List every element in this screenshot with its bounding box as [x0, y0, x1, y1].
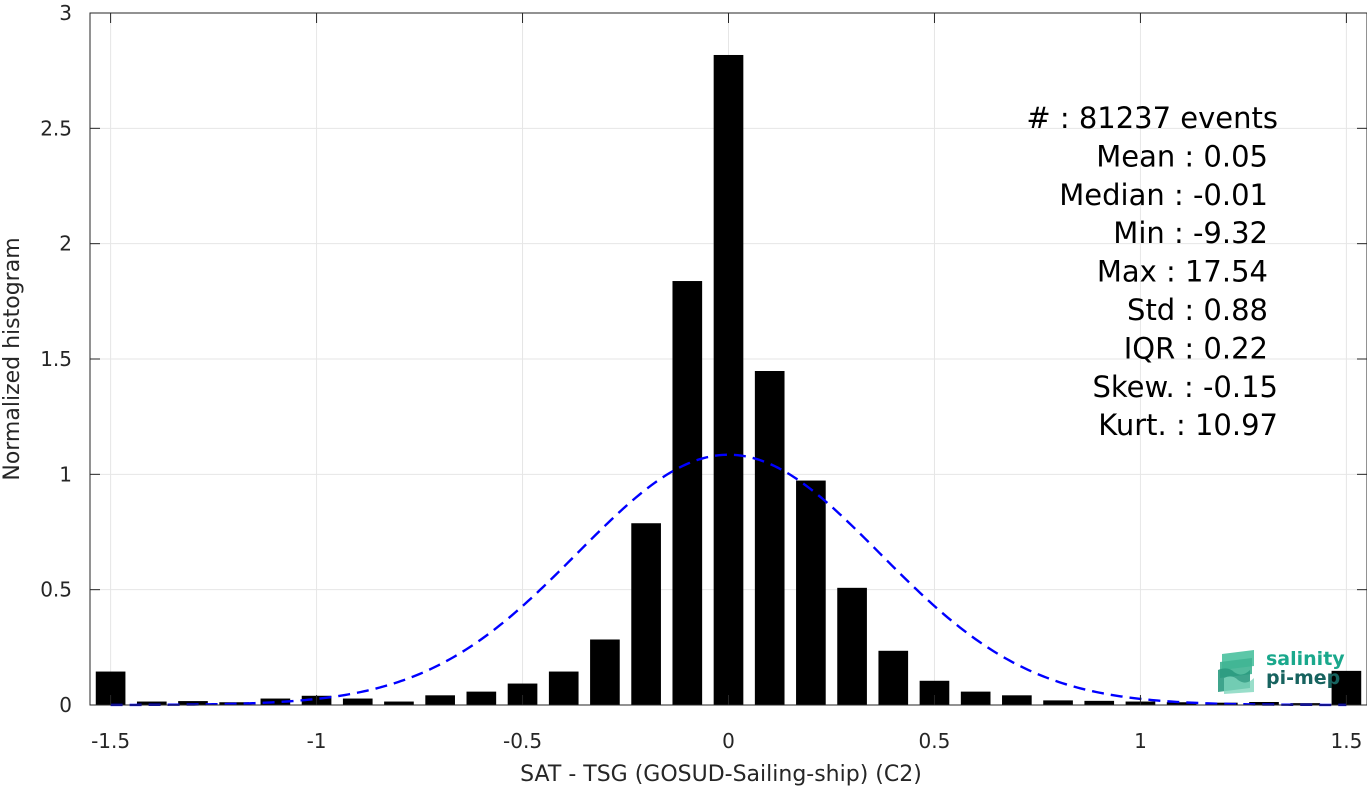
- y-tick-label: 0.5: [40, 578, 72, 602]
- x-tick-label: -0.5: [503, 729, 542, 753]
- histogram-bar: [507, 683, 538, 705]
- stat-line: Skew. : -0.15: [1092, 370, 1278, 404]
- histogram-bar: [796, 480, 826, 705]
- histogram-bar: [548, 671, 579, 705]
- histogram-bar: [384, 701, 414, 705]
- histogram-bar: [1043, 700, 1073, 705]
- stat-line: Max : 17.54: [1097, 255, 1268, 289]
- y-axis-ticks: 0 0.5 1 1.5 2 2.5 3: [40, 1, 1367, 717]
- histogram-bar: [260, 698, 291, 705]
- histogram-bar: [466, 691, 497, 705]
- histogram-bars: [95, 54, 1362, 706]
- logo-text-pi-mep: pi-mep: [1266, 667, 1341, 689]
- y-axis-label: Normalized histogram: [0, 237, 25, 480]
- stat-line: Std : 0.88: [1127, 293, 1268, 327]
- histogram-bar: [960, 691, 991, 705]
- y-tick-label: 3: [59, 1, 72, 25]
- x-axis-label: SAT - TSG (GOSUD-Sailing-ship) (C2): [520, 762, 922, 787]
- y-tick-label: 2.5: [40, 116, 72, 140]
- logo-waves-icon: [1218, 650, 1254, 694]
- stat-line: Mean : 0.05: [1096, 139, 1268, 173]
- x-tick-label: -1: [307, 729, 327, 753]
- stat-line: IQR : 0.22: [1124, 331, 1268, 365]
- histogram-bar: [1207, 702, 1238, 705]
- salinity-pi-mep-logo: salinity pi-mep: [1218, 648, 1348, 696]
- x-tick-label: 0.5: [919, 729, 951, 753]
- logo-text-salinity: salinity: [1266, 648, 1345, 670]
- x-tick-label: 1: [1134, 729, 1147, 753]
- histogram-bar: [590, 639, 620, 705]
- histogram-bar: [713, 54, 744, 706]
- histogram-bar: [178, 701, 208, 705]
- histogram-bar: [878, 650, 909, 705]
- y-tick-label: 2: [59, 232, 72, 256]
- stat-line: Min : -9.32: [1113, 216, 1268, 250]
- histogram-bar: [1002, 695, 1032, 705]
- statistics-annotation: # : 81237 events Mean : 0.05 Median : -0.0…: [1026, 101, 1278, 442]
- x-tick-label: 0: [722, 729, 735, 753]
- y-tick-label: 0: [59, 693, 72, 717]
- histogram-bar: [672, 281, 703, 705]
- y-tick-label: 1.5: [40, 347, 72, 371]
- histogram-bar: [425, 695, 455, 705]
- x-tick-label: -1.5: [91, 729, 130, 753]
- stat-line: Median : -0.01: [1059, 178, 1268, 212]
- histogram-bar: [631, 523, 661, 705]
- histogram-bar: [837, 587, 867, 705]
- stat-line: Kurt. : 10.97: [1098, 408, 1278, 442]
- x-axis-ticks: -1.5 -1 -0.5 0 0.5 1 1.5: [91, 13, 1362, 753]
- stat-line: # : 81237 events: [1026, 101, 1278, 135]
- histogram-bar: [1166, 702, 1197, 705]
- histogram-bar: [1084, 700, 1115, 705]
- y-tick-label: 1: [59, 462, 72, 486]
- histogram-bar: [136, 701, 167, 705]
- histogram-bar: [754, 370, 785, 705]
- histogram-bar: [342, 698, 373, 705]
- x-tick-label: 1.5: [1330, 729, 1362, 753]
